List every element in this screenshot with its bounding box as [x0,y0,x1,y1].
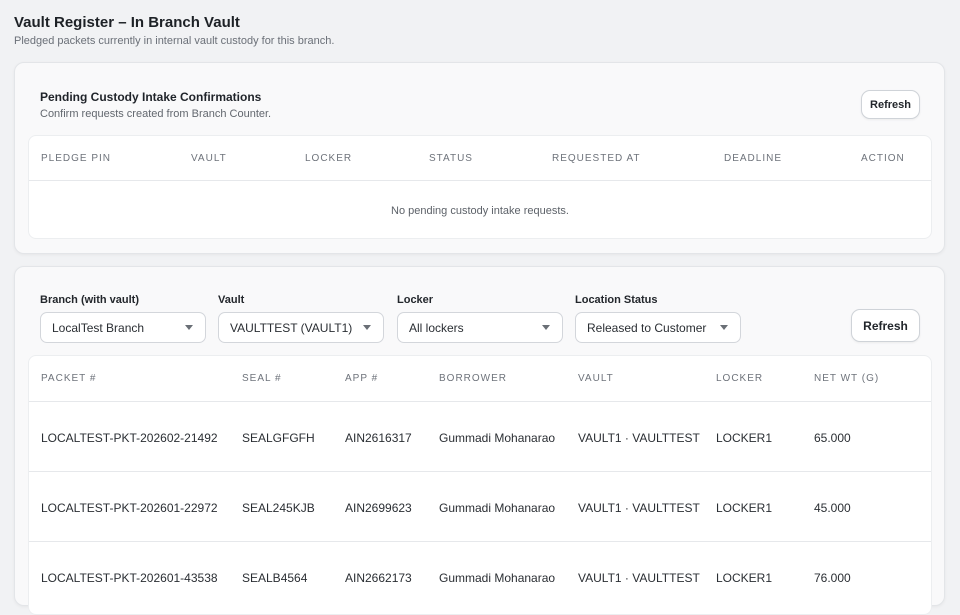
location-status-value: Released to Customer [587,320,707,335]
pending-intake-card: Pending Custody Intake Confirmations Con… [14,62,945,254]
page-title: Vault Register – In Branch Vault [14,14,240,31]
branch-filter-label: Branch (with vault) [40,294,140,306]
table-cell: 45.000 [814,501,851,515]
table-row[interactable]: LOCALTEST-PKT-202601-43538 SEALB4564 AIN26… [29,541,931,611]
vault-register-card: Branch (with vault) LocalTest Branch Vau… [14,266,945,615]
table-cell: LOCALTEST-PKT-202602-21492 [41,431,218,445]
table-cell: VAULT1 · VAULTTEST [578,501,700,515]
table-cell: Gummadi Mohanarao [439,571,556,585]
chevron-down-icon [363,325,371,330]
location-status-select[interactable]: Released to Customer [575,312,741,343]
vault-filter-label: Vault [218,294,245,306]
column-header: APP # [345,373,379,384]
column-header: LOCKER [305,153,353,164]
table-cell: Gummadi Mohanarao [439,501,556,515]
column-header: PLEDGE PIN [41,153,112,164]
vault-select[interactable]: VAULTTEST (VAULT1) [218,312,384,343]
chevron-down-icon [720,325,728,330]
chevron-down-icon [185,325,193,330]
page-subtitle: Pledged packets currently in internal va… [14,35,335,47]
table-cell: 76.000 [814,571,851,585]
vault-select-value: VAULTTEST (VAULT1) [230,320,353,335]
column-header: BORROWER [439,373,507,384]
column-header: LOCKER [716,373,764,384]
table-row[interactable]: LOCALTEST-PKT-202601-22972 SEAL245KJB AIN2… [29,471,931,541]
table-cell: LOCKER1 [716,571,773,585]
table-cell: AIN2616317 [345,431,412,445]
locker-select[interactable]: All lockers [397,312,563,343]
branch-select-value: LocalTest Branch [52,320,145,335]
register-table: PACKET # SEAL # APP # BORROWER VAULT LOC… [28,355,932,615]
table-cell: LOCALTEST-PKT-202601-43538 [41,571,218,585]
column-header: REQUESTED AT [552,153,641,164]
table-cell: LOCALTEST-PKT-202601-22972 [41,501,218,515]
table-cell: SEALGFGFH [242,431,315,445]
column-header: NET WT (G) [814,373,880,384]
column-header: SEAL # [242,373,282,384]
table-cell: AIN2662173 [345,571,412,585]
column-header: VAULT [191,153,227,164]
register-refresh-button[interactable]: Refresh [851,309,920,342]
empty-state: No pending custody intake requests. [29,180,931,238]
branch-select[interactable]: LocalTest Branch [40,312,206,343]
table-cell: LOCKER1 [716,431,773,445]
table-row[interactable]: LOCALTEST-PKT-202602-21492 SEALGFGFH AIN26… [29,401,931,471]
pending-subtitle: Confirm requests created from Branch Cou… [40,108,272,120]
table-cell: LOCKER1 [716,501,773,515]
table-cell: 65.000 [814,431,851,445]
table-cell: SEALB4564 [242,571,308,585]
column-header: DEADLINE [724,153,783,164]
table-cell: Gummadi Mohanarao [439,431,556,445]
column-header: STATUS [429,153,473,164]
table-cell: VAULT1 · VAULTTEST [578,431,700,445]
pending-refresh-button[interactable]: Refresh [861,90,920,119]
column-header: PACKET # [41,373,97,384]
locker-filter-label: Locker [397,294,434,306]
pending-title: Pending Custody Intake Confirmations [40,90,262,104]
table-cell: VAULT1 · VAULTTEST [578,571,700,585]
table-cell: AIN2699623 [345,501,412,515]
location-status-label: Location Status [575,294,658,306]
locker-select-value: All lockers [409,320,464,335]
pending-table: PLEDGE PIN VAULT LOCKER STATUS REQUESTED… [28,135,932,239]
chevron-down-icon [542,325,550,330]
table-cell: SEAL245KJB [242,501,315,515]
column-header: VAULT [578,373,614,384]
column-header: ACTION [861,153,905,164]
